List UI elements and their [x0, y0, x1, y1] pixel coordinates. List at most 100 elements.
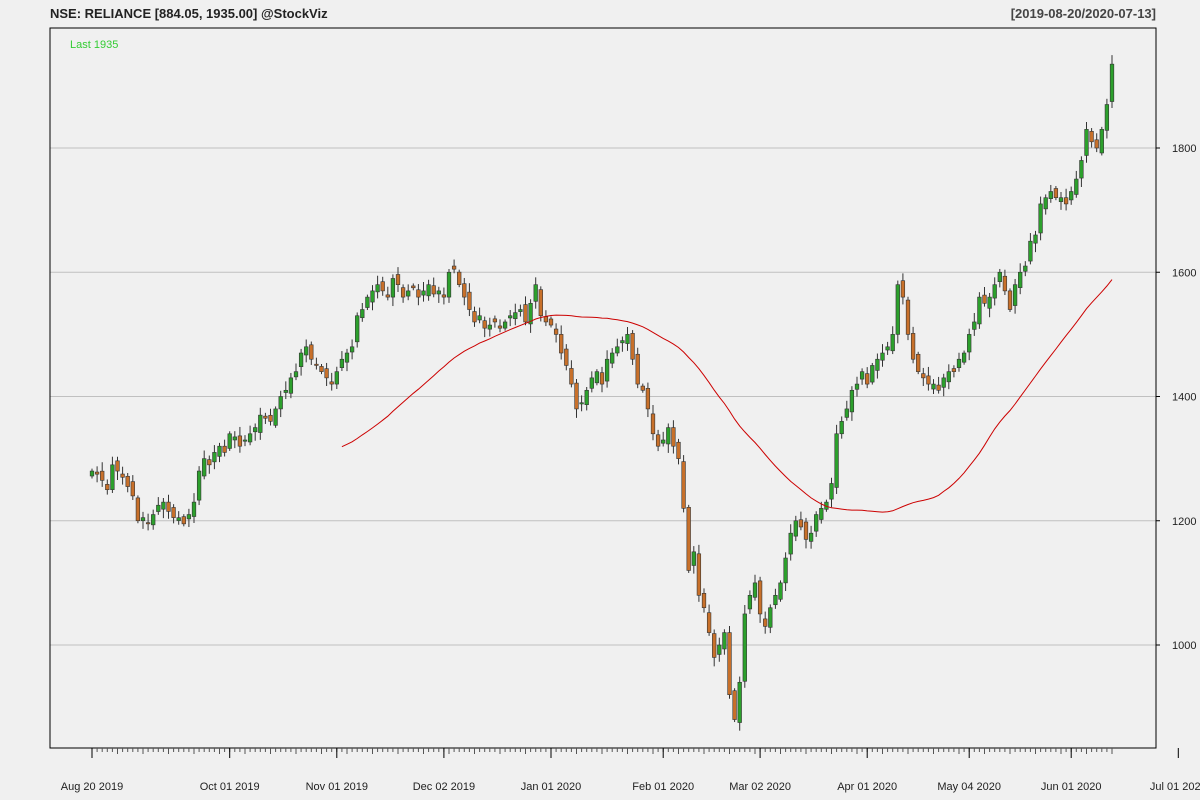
- candle-body: [926, 375, 931, 385]
- candle-body: [334, 371, 339, 385]
- candle-body: [630, 333, 635, 360]
- candle-body: [518, 309, 523, 312]
- x-tick-label: Jun 01 2020: [1041, 781, 1102, 793]
- candle-body: [1099, 129, 1104, 154]
- candle-body: [712, 633, 717, 658]
- candle-body: [176, 517, 181, 521]
- candle-body: [936, 384, 941, 391]
- candle-body: [604, 358, 610, 382]
- candle-body: [676, 441, 681, 459]
- candle-body: [115, 460, 120, 472]
- x-tick-label: Nov 01 2019: [306, 781, 368, 793]
- candle-body: [865, 373, 870, 385]
- candle-body: [528, 303, 533, 325]
- candle-body: [691, 551, 696, 566]
- candle-body: [696, 553, 702, 596]
- candle-body: [487, 324, 492, 330]
- candle-body: [329, 381, 334, 385]
- candle-body: [1002, 275, 1008, 292]
- candle-body: [467, 291, 472, 310]
- candle-body: [314, 363, 319, 366]
- candle-body: [1094, 139, 1099, 149]
- candle-body: [564, 348, 569, 366]
- candle-body: [640, 385, 645, 391]
- candle-body: [426, 284, 431, 297]
- candle-body: [140, 517, 146, 522]
- candle-body: [263, 415, 268, 419]
- candle-body: [227, 433, 232, 449]
- candle-body: [589, 377, 594, 389]
- candle-body: [951, 368, 957, 372]
- chart-title: NSE: RELIANCE [884.05, 1935.00] @StockVi…: [50, 6, 328, 21]
- candle-body: [135, 497, 141, 522]
- candle-body: [941, 377, 946, 388]
- candle-body: [502, 321, 508, 329]
- candle-body: [304, 346, 309, 356]
- candle-body: [324, 368, 329, 379]
- candle-body: [421, 290, 426, 296]
- candle-body: [768, 607, 773, 628]
- candle-body: [207, 459, 212, 466]
- candle-body: [615, 346, 620, 354]
- y-tick-label: 1000: [1172, 640, 1196, 652]
- candle-body: [650, 413, 656, 435]
- candle-body: [1038, 203, 1043, 234]
- candle-body: [814, 514, 819, 532]
- candle-body: [819, 508, 824, 520]
- last-price-label: Last 1935: [70, 39, 118, 51]
- candle-body: [727, 632, 732, 696]
- x-tick-label: Jan 01 2020: [521, 781, 582, 793]
- candle-body: [625, 334, 630, 344]
- candle-body: [574, 382, 579, 410]
- candle-body: [916, 353, 921, 372]
- candle-body: [492, 318, 498, 323]
- candle-body: [258, 414, 263, 433]
- candle-body: [778, 582, 783, 600]
- candle-body: [900, 280, 906, 298]
- candle-body: [1058, 197, 1064, 202]
- candle-body: [130, 481, 135, 497]
- candle-body: [875, 358, 880, 371]
- candle-body: [1028, 240, 1033, 262]
- candle-body: [620, 340, 625, 344]
- candle-body: [757, 580, 763, 615]
- candle-body: [482, 320, 487, 329]
- candle-body: [273, 408, 278, 426]
- candle-body: [202, 458, 207, 477]
- candle-body: [339, 358, 345, 368]
- candle-body: [212, 452, 217, 463]
- candle-body: [181, 516, 186, 525]
- candle-body: [987, 296, 992, 309]
- candle-body: [349, 346, 355, 353]
- candle-body: [905, 299, 911, 335]
- candle-body: [288, 377, 294, 394]
- moving-average-line: [341, 279, 1113, 513]
- x-tick-label: Oct 01 2019: [200, 781, 260, 793]
- candle-body: [773, 594, 778, 606]
- candle-body: [283, 389, 288, 393]
- candle-body: [411, 285, 416, 289]
- candle-body: [910, 333, 916, 360]
- candle-body: [584, 389, 589, 406]
- x-tick-label: Mar 02 2020: [729, 781, 791, 793]
- candle-body: [1079, 160, 1084, 179]
- candle-body: [885, 346, 890, 351]
- candle-body: [737, 681, 742, 723]
- candle-body: [1084, 129, 1089, 156]
- candle-body: [666, 427, 671, 445]
- candle-body: [594, 371, 600, 384]
- candle-body: [1048, 191, 1053, 199]
- y-tick-label: 1600: [1172, 267, 1196, 279]
- candle-body: [370, 290, 375, 303]
- x-tick-label: Feb 01 2020: [632, 781, 694, 793]
- candle-body: [1109, 63, 1115, 102]
- candle-body: [151, 514, 156, 526]
- candle-body: [360, 309, 365, 319]
- x-tick-label: May 04 2020: [937, 781, 1001, 793]
- candle-body: [967, 334, 972, 353]
- candle-body: [747, 594, 753, 610]
- candle-body: [100, 470, 105, 481]
- candle-body: [553, 328, 559, 335]
- candle-body: [722, 632, 727, 650]
